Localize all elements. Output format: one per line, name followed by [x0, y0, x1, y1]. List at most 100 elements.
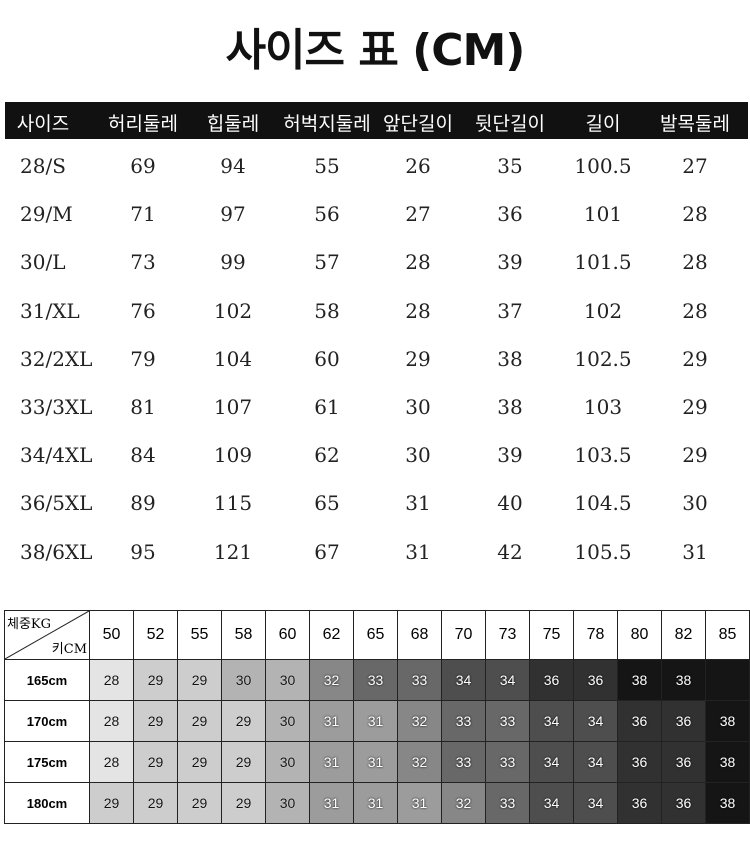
- table-cell: 94: [220, 154, 246, 178]
- size-cell: 29: [221, 700, 266, 742]
- size-cell: 38: [705, 700, 750, 742]
- size-cell: 31: [353, 741, 398, 783]
- table-cell: 28: [405, 298, 431, 323]
- table-row: 32/2XL 79 104 60 29 38 102.5 29: [0, 347, 750, 387]
- weight-header: 62: [309, 610, 354, 660]
- size-cell: 31: [309, 700, 354, 742]
- size-cell: 33: [485, 782, 530, 824]
- size-cell: 38: [661, 659, 706, 701]
- column-header: 사이즈: [16, 113, 70, 135]
- table-cell: 38: [497, 395, 523, 419]
- size-cell: 29: [89, 782, 134, 824]
- table-row: 33/3XL 81 107 61 30 38 103 29: [0, 395, 750, 435]
- table-cell: 31: [405, 539, 431, 564]
- table-cell: 67: [314, 539, 340, 564]
- size-cell: 36: [617, 700, 662, 742]
- column-header: 허벅지둘레: [283, 113, 371, 135]
- size-cell: 36: [617, 782, 662, 824]
- table-cell: 61: [314, 395, 340, 419]
- size-cell: 33: [441, 700, 486, 742]
- size-cell: 36: [661, 700, 706, 742]
- table-cell: 102: [213, 298, 253, 323]
- weight-header: 55: [177, 610, 222, 660]
- weight-header: 82: [661, 610, 706, 660]
- table-cell: 38: [497, 346, 523, 371]
- table-row: 175cm 28 29 29 29 30 31 31 32 33 33 34 34 36 36 38: [4, 741, 750, 783]
- size-cell: 33: [485, 741, 530, 783]
- table-row: 29/M 71 97 56 27 36 101 28: [0, 202, 750, 242]
- size-cell: 28: [89, 741, 134, 783]
- size-cell: 38: [705, 741, 750, 783]
- column-header: 뒷단길이: [475, 113, 545, 135]
- weight-header: 73: [485, 610, 530, 660]
- size-cell: 36: [529, 659, 574, 701]
- table-cell: 30: [682, 491, 708, 516]
- table-cell: 97: [220, 202, 246, 227]
- table-cell: 29: [405, 346, 431, 371]
- table-cell: 60: [314, 346, 340, 371]
- size-cell: 34: [529, 782, 574, 824]
- table-cell: 73: [130, 250, 156, 275]
- size-cell: 33: [353, 659, 398, 701]
- table-cell: 76: [130, 298, 156, 323]
- table-cell: 33/3XL: [20, 395, 93, 419]
- table-cell: 103.5: [574, 443, 632, 468]
- weight-header: 78: [573, 610, 618, 660]
- table-cell: 103: [583, 395, 623, 419]
- size-cell: 34: [573, 741, 618, 783]
- size-cell: 36: [617, 741, 662, 783]
- table-cell: 29/M: [20, 202, 73, 227]
- table-cell: 30: [405, 443, 431, 468]
- size-cell: 29: [221, 782, 266, 824]
- size-cell: 34: [573, 782, 618, 824]
- table-row: 36/5XL 89 115 65 31 40 104.5 30: [0, 491, 750, 531]
- size-cell: 31: [309, 741, 354, 783]
- size-cell: 32: [441, 782, 486, 824]
- size-cell: 36: [573, 659, 618, 701]
- height-label: 키CM: [51, 642, 87, 657]
- column-header: 길이: [585, 113, 621, 135]
- table-cell: 31: [405, 491, 431, 516]
- table-cell: 29: [682, 346, 708, 371]
- table-cell: 35: [497, 154, 523, 178]
- corner-header: 체중KG 키CM: [4, 610, 90, 660]
- table-cell: 58: [314, 298, 340, 323]
- table-cell: 27: [405, 202, 431, 227]
- table-cell: 79: [130, 346, 156, 371]
- table-cell: 99: [220, 250, 246, 275]
- table-cell: 30/L: [20, 250, 66, 275]
- weight-header: 52: [133, 610, 178, 660]
- table-cell: 36/5XL: [20, 491, 93, 516]
- table-cell: 102: [583, 298, 623, 323]
- weight-header: 80: [617, 610, 662, 660]
- table-cell: 34/4XL: [20, 443, 93, 468]
- size-cell: 31: [353, 782, 398, 824]
- table-row: 170cm 28 29 29 29 30 31 31 32 33 33 34 34 36 36 38: [4, 700, 750, 742]
- weight-label: 체중KG: [7, 617, 52, 632]
- size-cell: [705, 659, 750, 701]
- table-cell: 28/S: [20, 154, 66, 178]
- table-cell: 105.5: [574, 539, 632, 564]
- table-cell: 101: [583, 202, 623, 227]
- height-header: 165cm: [4, 659, 90, 701]
- table-cell: 42: [497, 539, 523, 564]
- size-cell: 38: [705, 782, 750, 824]
- table-cell: 81: [130, 395, 156, 419]
- weight-header: 65: [353, 610, 398, 660]
- table-cell: 31: [682, 539, 708, 564]
- table-cell: 28: [682, 298, 708, 323]
- table-cell: 28: [405, 250, 431, 275]
- size-cell: 28: [89, 659, 134, 701]
- table-cell: 37: [497, 298, 523, 323]
- table-cell: 29: [682, 395, 708, 419]
- size-cell: 29: [133, 782, 178, 824]
- table-cell: 89: [130, 491, 156, 516]
- table-row: 28/S 69 94 55 26 35 100.5 27: [0, 154, 750, 194]
- table-cell: 65: [314, 491, 340, 516]
- size-cell: 29: [221, 741, 266, 783]
- table-cell: 55: [314, 154, 340, 178]
- table-row: 34/4XL 84 109 62 30 39 103.5 29: [0, 443, 750, 483]
- size-cell: 34: [485, 659, 530, 701]
- size-cell: 30: [221, 659, 266, 701]
- table-cell: 101.5: [574, 250, 632, 275]
